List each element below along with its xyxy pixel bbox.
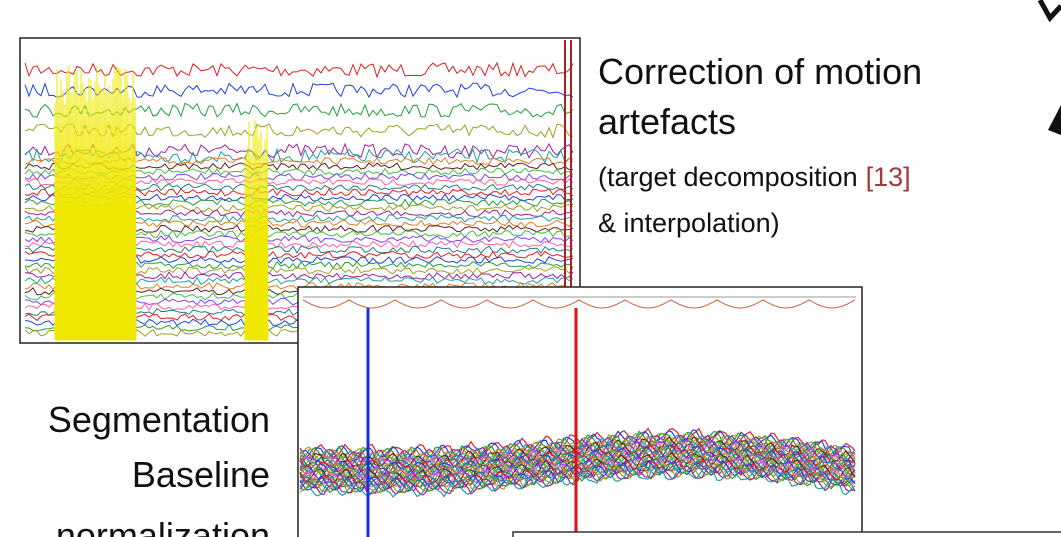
slide: Correction of motion artefacts (target d…	[0, 0, 1061, 537]
caption-line: & interpolation)	[598, 208, 780, 238]
artefact	[245, 120, 268, 340]
step-label: Baseline	[132, 454, 270, 495]
screenshot-frame	[298, 287, 862, 537]
screenshot-frame	[513, 532, 1061, 537]
step-label: Segmentation	[48, 399, 270, 440]
caption-line: artefacts	[598, 101, 736, 142]
citation: [13]	[866, 162, 911, 192]
caption-text: (target decomposition	[598, 162, 858, 192]
caption-line: Correction of motion	[598, 51, 922, 92]
corrected-signal-screenshot	[298, 287, 862, 537]
step-label: normalization	[56, 515, 270, 537]
